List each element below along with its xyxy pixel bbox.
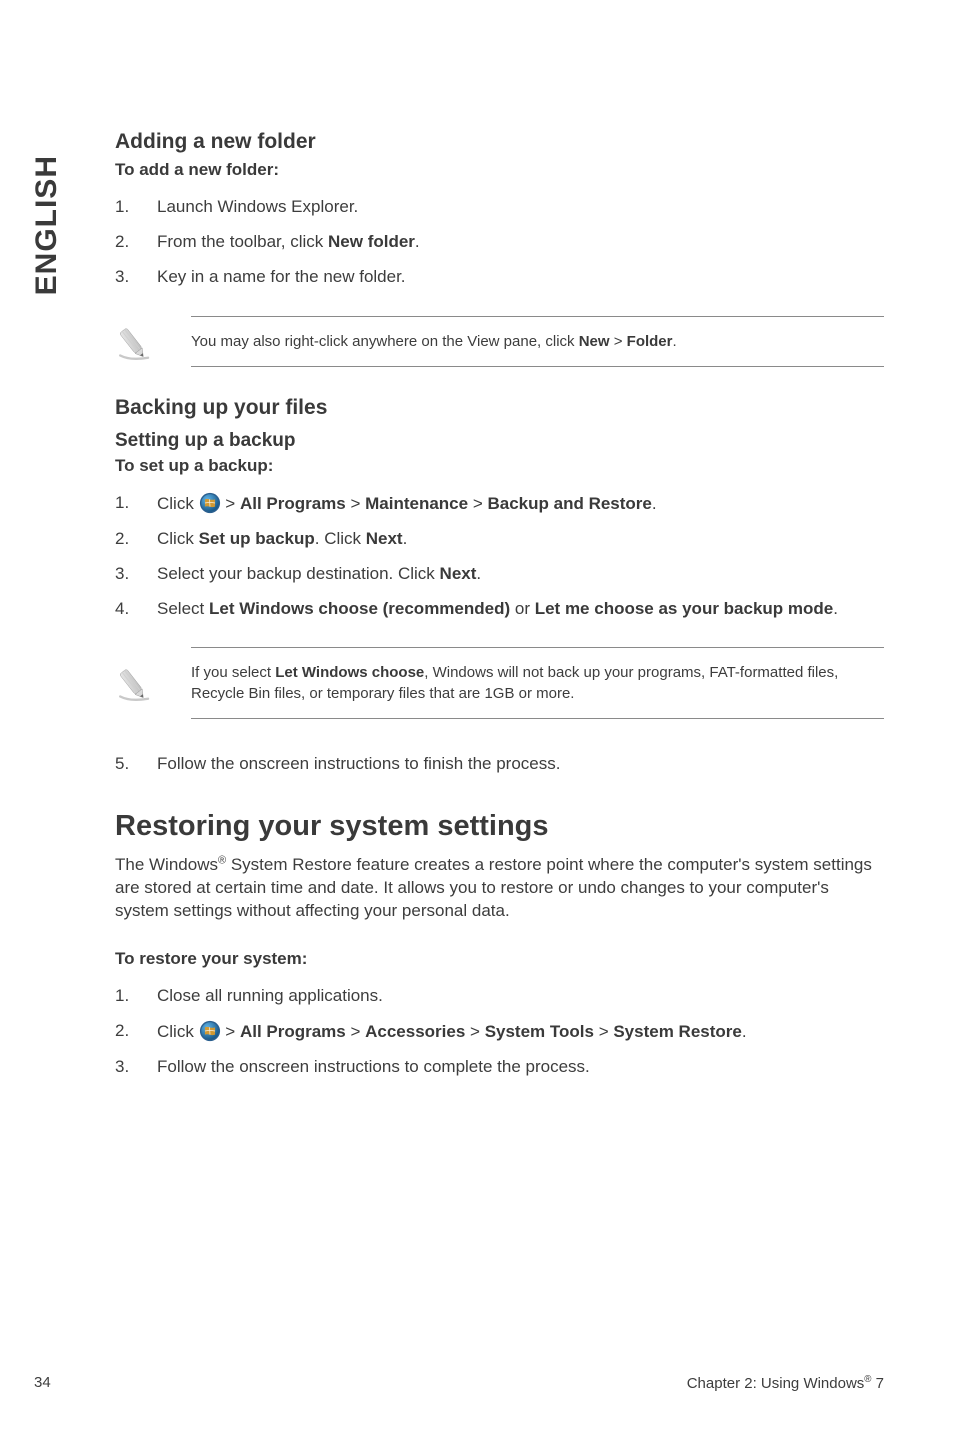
page-number: 34 [34,1374,51,1392]
pencil-icon [115,656,163,709]
heading-adding-folder: Adding a new folder [115,130,884,154]
chapter-label: Chapter 2: Using Windows® 7 [687,1374,884,1392]
heading-restoring: Restoring your system settings [115,810,884,843]
note-1-text: You may also right-click anywhere on the… [191,316,884,367]
list-item: 2.Click > All Programs > Accessories > S… [115,1014,884,1050]
restoring-body: The Windows® System Restore feature crea… [115,853,884,923]
list-add-folder: 1.Launch Windows Explorer.2.From the too… [115,190,884,295]
note-1: You may also right-click anywhere on the… [115,315,884,368]
list-item: 5.Follow the onscreen instructions to fi… [115,747,884,782]
list-setup-after: 5.Follow the onscreen instructions to fi… [115,747,884,782]
note-2-text: If you select Let Windows choose, Window… [191,647,884,719]
note-2: If you select Let Windows choose, Window… [115,647,884,719]
list-item: 1.Click > All Programs > Maintenance > B… [115,486,884,522]
list-item: 3.Follow the onscreen instructions to co… [115,1050,884,1085]
list-item: 1.Launch Windows Explorer. [115,190,884,225]
list-item: 2.Click Set up backup. Click Next. [115,522,884,557]
list-item: 4.Select Let Windows choose (recommended… [115,592,884,627]
list-item: 3.Select your backup destination. Click … [115,557,884,592]
lead-add-folder: To add a new folder: [115,160,884,180]
lead-setup-backup: To set up a backup: [115,456,884,476]
list-item: 2.From the toolbar, click New folder. [115,225,884,260]
language-tab: ENGLISH [30,155,64,295]
pencil-icon [115,315,163,368]
heading-backing-up: Backing up your files [115,396,884,420]
list-item: 1.Close all running applications. [115,979,884,1014]
list-setup-backup: 1.Click > All Programs > Maintenance > B… [115,486,884,627]
lead-restore: To restore your system: [115,949,884,969]
list-item: 3.Key in a name for the new folder. [115,260,884,295]
heading-setting-backup: Setting up a backup [115,430,884,452]
list-restore: 1.Close all running applications.2.Click… [115,979,884,1085]
